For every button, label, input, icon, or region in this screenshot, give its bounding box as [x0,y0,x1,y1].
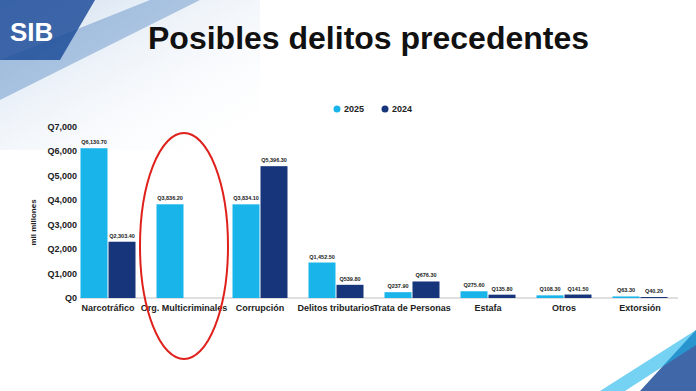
bar [385,292,412,298]
legend-label: 2024 [392,104,412,114]
y-tick-label: Q2,000 [47,244,77,254]
data-label: Q5,396.30 [261,157,287,163]
logo: SIB [10,17,53,47]
bar [413,281,440,298]
title: Posibles delitos precedentes [148,20,589,56]
bar [565,295,592,298]
y-tick-label: Q1,000 [47,269,77,279]
bar [157,204,184,298]
data-label: Q676.30 [415,272,436,278]
x-tick-label: Narcotráfico [81,303,135,313]
data-label: Q539.80 [339,276,360,282]
bar [309,263,336,298]
data-label: Q237.90 [387,283,408,289]
bar [261,166,288,298]
bar [233,204,260,298]
data-label: Q3,836.20 [157,195,183,201]
legend-swatch [382,106,389,113]
x-tick-label: Corrupción [236,303,285,313]
data-label: Q135.80 [491,286,512,292]
bar [461,291,488,298]
data-label: Q6,130.70 [81,139,107,145]
x-tick-label: Trata de Personas [373,303,451,313]
y-tick-label: Q6,000 [47,146,77,156]
y-tick-label: Q7,000 [47,122,77,132]
bar [641,297,668,298]
y-tick-label: Q3,000 [47,220,77,230]
chart-root: SIB Posibles delitos precedentes 2025 2024 m… [0,0,696,391]
x-tick-label: Otros [552,303,576,313]
y-axis-label: mil millones [29,199,38,246]
data-label: Q2,303.40 [109,233,135,239]
y-tick-label: Q5,000 [47,171,77,181]
data-label: Q40.20 [645,288,663,294]
data-label: Q1,452.50 [309,254,335,260]
x-tick-label: Org. Multicriminales [141,303,228,313]
data-label: Q63.30 [617,287,635,293]
bars [81,148,668,298]
highlight-ellipse [140,133,228,359]
legend-swatch [334,106,341,113]
y-tick-label: Q4,000 [47,195,77,205]
x-tick-label: Estafa [474,303,502,313]
data-label: Q141.50 [567,286,588,292]
bar [81,148,108,298]
x-tick-label: Delitos tributarios [297,303,374,313]
bar [489,295,516,298]
data-label: Q275.60 [463,282,484,288]
bar [613,296,640,298]
bar [537,295,564,298]
x-tick-label: Extorsión [619,303,661,313]
y-tick-label: Q0 [65,293,77,303]
bar [109,242,136,298]
legend-label: 2025 [344,104,364,114]
logo-background [0,0,95,60]
data-label: Q3,834.10 [233,195,259,201]
background-stripe [600,330,696,391]
data-label: Q108.30 [539,286,560,292]
bar [337,285,364,298]
